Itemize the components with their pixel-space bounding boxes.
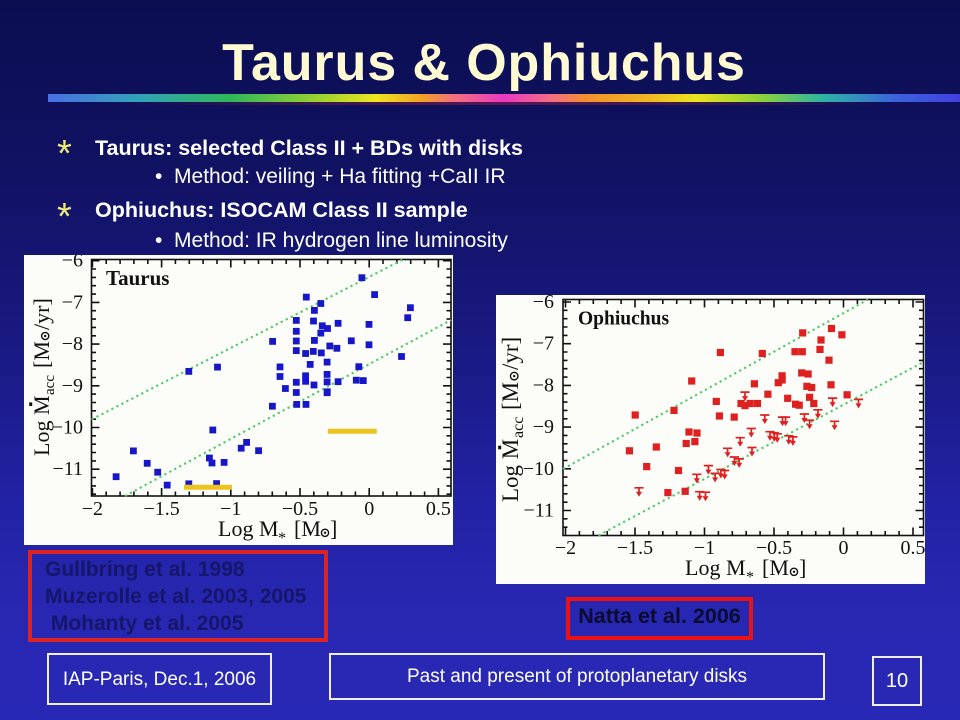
svg-text:−6: −6 (533, 295, 554, 313)
svg-text:/yr]: /yr] (498, 337, 523, 370)
svg-text:/yr]: /yr] (29, 298, 54, 330)
svg-text:−9: −9 (533, 416, 554, 438)
svg-text:0: 0 (839, 537, 849, 559)
svg-text:−9: −9 (62, 375, 83, 397)
svg-text:−11: −11 (523, 500, 554, 522)
svg-text:Log M: Log M (498, 439, 523, 502)
svg-text:−0.5: −0.5 (282, 498, 318, 520)
svg-text:−7: −7 (62, 291, 83, 313)
svg-text:−11: −11 (52, 458, 83, 480)
svg-text:−8: −8 (62, 333, 83, 355)
svg-text:Taurus: Taurus (106, 266, 169, 290)
svg-text:Log M: Log M (218, 516, 279, 541)
svg-text:[M: [M (29, 341, 54, 368)
svg-text:−6: −6 (62, 255, 83, 272)
svg-text:*: * (278, 530, 286, 545)
svg-text:−10: −10 (52, 417, 83, 439)
svg-text:Log M: Log M (29, 396, 54, 457)
svg-text:−8: −8 (533, 374, 554, 396)
svg-text:−2: −2 (82, 498, 103, 520)
svg-text:]: ] (330, 516, 337, 541)
svg-text:0: 0 (364, 498, 374, 520)
svg-text:0.5: 0.5 (426, 498, 451, 520)
svg-text:acc: acc (42, 375, 58, 395)
svg-text:[M: [M (762, 555, 789, 580)
svg-text:−10: −10 (523, 458, 554, 480)
svg-text:−1.5: −1.5 (617, 537, 653, 559)
svg-text:−0.5: −0.5 (756, 537, 792, 559)
svg-text:Log M: Log M (685, 555, 746, 580)
svg-text:[M: [M (294, 516, 321, 541)
svg-text:−2: −2 (555, 537, 576, 559)
svg-text:acc: acc (510, 417, 527, 438)
svg-text:]: ] (799, 555, 806, 580)
svg-text:0.5: 0.5 (901, 537, 926, 559)
svg-text:−1: −1 (220, 498, 241, 520)
svg-text:−7: −7 (533, 333, 554, 355)
svg-text:*: * (746, 569, 754, 584)
svg-text:[M: [M (498, 382, 523, 410)
svg-text:Ophiuchus: Ophiuchus (578, 309, 669, 330)
svg-text:−1.5: −1.5 (143, 498, 179, 520)
svg-text:−1: −1 (694, 537, 715, 559)
